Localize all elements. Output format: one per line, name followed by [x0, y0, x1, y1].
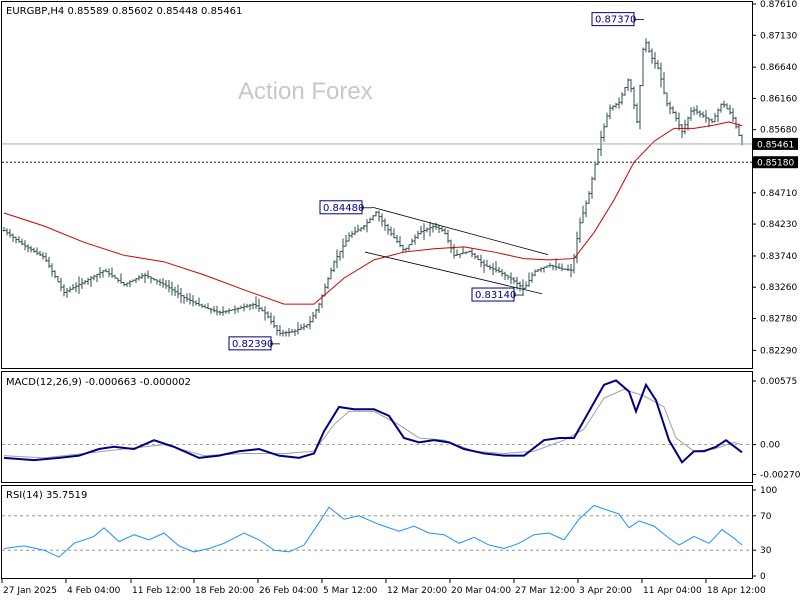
price-tick-label: 0.86640 [760, 63, 797, 73]
time-tick-label: 18 Feb 20:00 [195, 586, 254, 596]
rsi-tick-label: 100 [760, 486, 777, 496]
time-axis: 27 Jan 2025 4 Feb 04:00 11 Feb 12:00 18 Feb… [1, 579, 766, 596]
rsi-line [3, 504, 743, 558]
rsi-tick-label: 0 [760, 572, 766, 582]
rsi-panel [1, 485, 753, 579]
price-series: 0.85461 0.85180 0.84480 0.83140 0.82390 0.873… [2, 12, 798, 351]
annotation-label: 0.84480 [323, 203, 364, 214]
price-tick-label: 0.87130 [760, 31, 797, 41]
price-tick-label: 0.83740 [760, 252, 797, 262]
macd-panel [1, 371, 753, 483]
macd-tick-label: -0.002702 [760, 470, 800, 480]
channel-upper-line [371, 206, 549, 256]
annotation-label: 0.82390 [232, 339, 273, 350]
time-tick-label: 3 Apr 20:00 [579, 586, 632, 596]
rsi-tick-label: 30 [760, 546, 772, 556]
moving-average-line [3, 121, 743, 305]
rsi-series: 100 70 30 0 [2, 486, 777, 582]
time-tick-label: 5 Mar 12:00 [323, 586, 378, 596]
macd-line [3, 379, 743, 464]
annotation-box [228, 336, 272, 351]
current-price-box [753, 137, 798, 150]
price-tick-label: 0.83260 [760, 283, 797, 293]
time-tick-label: 27 Mar 12:00 [515, 586, 575, 596]
price-tick-label: 0.86160 [760, 94, 797, 104]
price-tick-label: 0.84710 [760, 189, 797, 199]
price-tick-label: 0.87610 [760, 0, 797, 10]
time-tick-label: 12 Mar 20:00 [387, 586, 447, 596]
price-axis: 0.876100.871300.866400.861600.856800.852… [752, 0, 797, 356]
time-tick-label: 11 Apr 04:00 [643, 586, 702, 596]
level-price-label: 0.85180 [757, 159, 794, 169]
macd-signal-line [3, 388, 743, 459]
time-tick-label: 11 Feb 12:00 [132, 586, 191, 596]
macd-series: 0.00575 0.00 -0.002702 [2, 377, 800, 480]
macd-header: MACD(12,26,9) -0.000663 -0.000002 [6, 377, 191, 388]
annotation-label: 0.83140 [475, 290, 516, 301]
macd-tick-label: 0.00 [760, 441, 780, 451]
symbol-header: EURGBP,H4 0.85589 0.85602 0.85448 0.8546… [6, 6, 242, 17]
level-price-box [753, 156, 798, 169]
rsi-header: RSI(14) 35.7519 [6, 490, 87, 501]
annotation-box [319, 200, 363, 215]
annotation-box [591, 12, 635, 27]
price-tick-label: 0.85680 [760, 126, 797, 136]
watermark: Action Forex [238, 78, 373, 105]
current-price-label: 0.85461 [757, 140, 794, 150]
channel-lower-line [364, 251, 543, 295]
time-tick-label: 4 Feb 04:00 [67, 586, 121, 596]
price-tick-label: 0.82290 [760, 346, 797, 356]
annotation-label: 0.87370 [595, 15, 636, 26]
annotation-box [471, 287, 515, 302]
price-tick-label: 0.84230 [760, 220, 797, 230]
price-panel [1, 1, 753, 369]
time-tick-label: 20 Mar 04:00 [451, 586, 511, 596]
time-tick-label: 26 Feb 04:00 [259, 586, 318, 596]
price-tick-label: 0.82780 [760, 314, 797, 324]
rsi-tick-label: 70 [760, 512, 772, 522]
time-tick-label: 18 Apr 12:00 [707, 586, 766, 596]
macd-tick-label: 0.00575 [760, 377, 797, 387]
time-tick-label: 27 Jan 2025 [3, 586, 57, 596]
